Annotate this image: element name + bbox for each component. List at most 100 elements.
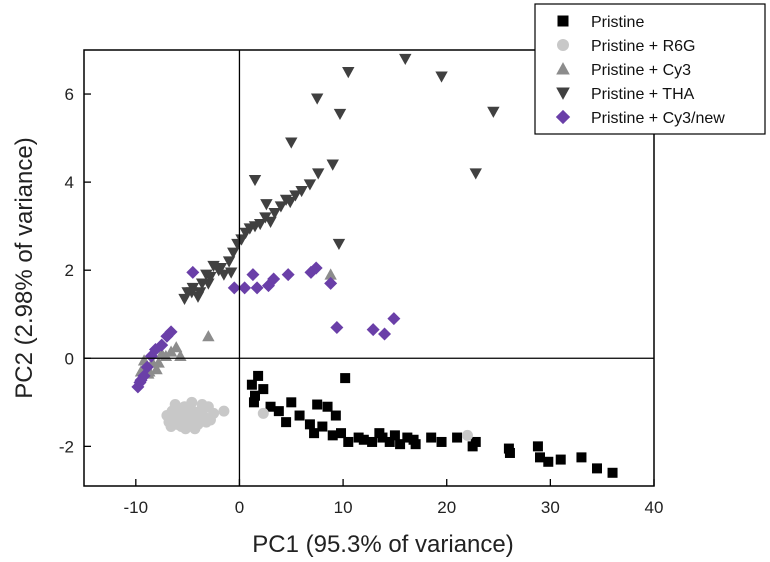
data-point [410,439,421,450]
data-point [469,168,482,180]
data-point [285,137,298,149]
legend-marker [555,109,571,125]
data-point [317,421,328,432]
legend-item: Pristine + Cy3/new [555,109,725,127]
data-point [265,401,276,412]
data-point [186,265,200,279]
x-tick-label: 30 [541,498,560,517]
data-point [312,399,323,410]
legend-label: Pristine + Cy3 [591,62,691,79]
data-point [336,428,347,439]
data-point [257,407,269,419]
data-point [250,281,264,295]
data-point [152,356,165,368]
data-point [389,430,400,441]
legend-item: Pristine [557,14,644,31]
series-0 [246,370,618,478]
data-point [295,185,308,198]
data-point [487,106,500,118]
data-point [384,436,395,447]
data-point [327,430,338,441]
data-point [214,263,227,275]
data-point [267,272,281,286]
data-point [470,436,481,447]
legend-marker [556,87,570,100]
data-point [461,429,473,441]
legend-marker [556,62,570,75]
data-point [607,467,618,478]
data-point [343,436,354,447]
data-point [189,423,201,435]
data-point [555,454,566,465]
data-point [281,417,292,428]
series-3 [178,53,500,306]
data-point [322,401,333,412]
data-point [150,363,163,375]
data-point [202,278,215,290]
data-point [309,428,320,439]
x-tick-label: 10 [334,498,353,517]
data-point [286,397,297,408]
data-point [235,234,248,246]
data-point [246,268,260,282]
data-point [399,53,412,66]
data-point [366,323,380,337]
data-point [196,399,208,411]
series-4 [131,261,401,394]
plot-frame [83,49,655,487]
data-point [576,452,587,463]
data-point [260,199,273,211]
data-point [289,190,302,202]
data-point [395,439,406,450]
data-point [248,397,259,408]
data-point [164,325,178,339]
x-tick-label: 0 [235,498,244,517]
x-axis-title: PC1 (95.3% of variance) [252,531,513,558]
legend-item: Pristine + THA [556,86,695,103]
x-tick-label: 40 [645,498,664,517]
data-point [378,327,392,341]
data-point [227,281,241,295]
legend-label: Pristine + R6G [591,38,695,55]
data-point [330,410,341,421]
data-point [250,390,260,401]
y-tick-label: 2 [65,261,74,280]
data-marks [131,53,618,478]
data-point [264,216,277,228]
data-point [186,396,198,408]
data-point [452,432,463,443]
data-point [165,421,177,433]
y-tick-label: -2 [59,437,74,456]
y-tick-label: 4 [65,173,74,192]
data-point [253,370,264,381]
data-point [155,338,169,352]
data-point [294,410,305,421]
data-point [324,276,338,290]
data-point [281,268,295,282]
data-point [246,379,257,390]
data-point [535,452,545,463]
data-point [340,373,351,384]
data-point [222,256,236,268]
data-point [353,432,364,443]
data-point [140,360,154,374]
data-point [504,447,515,458]
data-point [274,201,288,213]
data-point [258,384,269,395]
y-axis-title: PC2 (2.98% of variance) [11,137,38,398]
legend-item: Pristine + R6G [557,38,695,55]
legend-marker [557,39,569,51]
data-point [304,419,315,430]
data-point [170,341,183,353]
data-point [324,268,337,280]
data-point [367,436,378,447]
data-point [202,330,215,342]
legend-label: Pristine + Cy3/new [591,110,725,127]
data-point [253,218,267,231]
data-point [284,196,297,209]
data-point [326,159,339,171]
data-point [178,293,191,306]
data-point [273,406,284,417]
y-tick-label: 6 [65,85,74,104]
data-point [227,247,240,259]
